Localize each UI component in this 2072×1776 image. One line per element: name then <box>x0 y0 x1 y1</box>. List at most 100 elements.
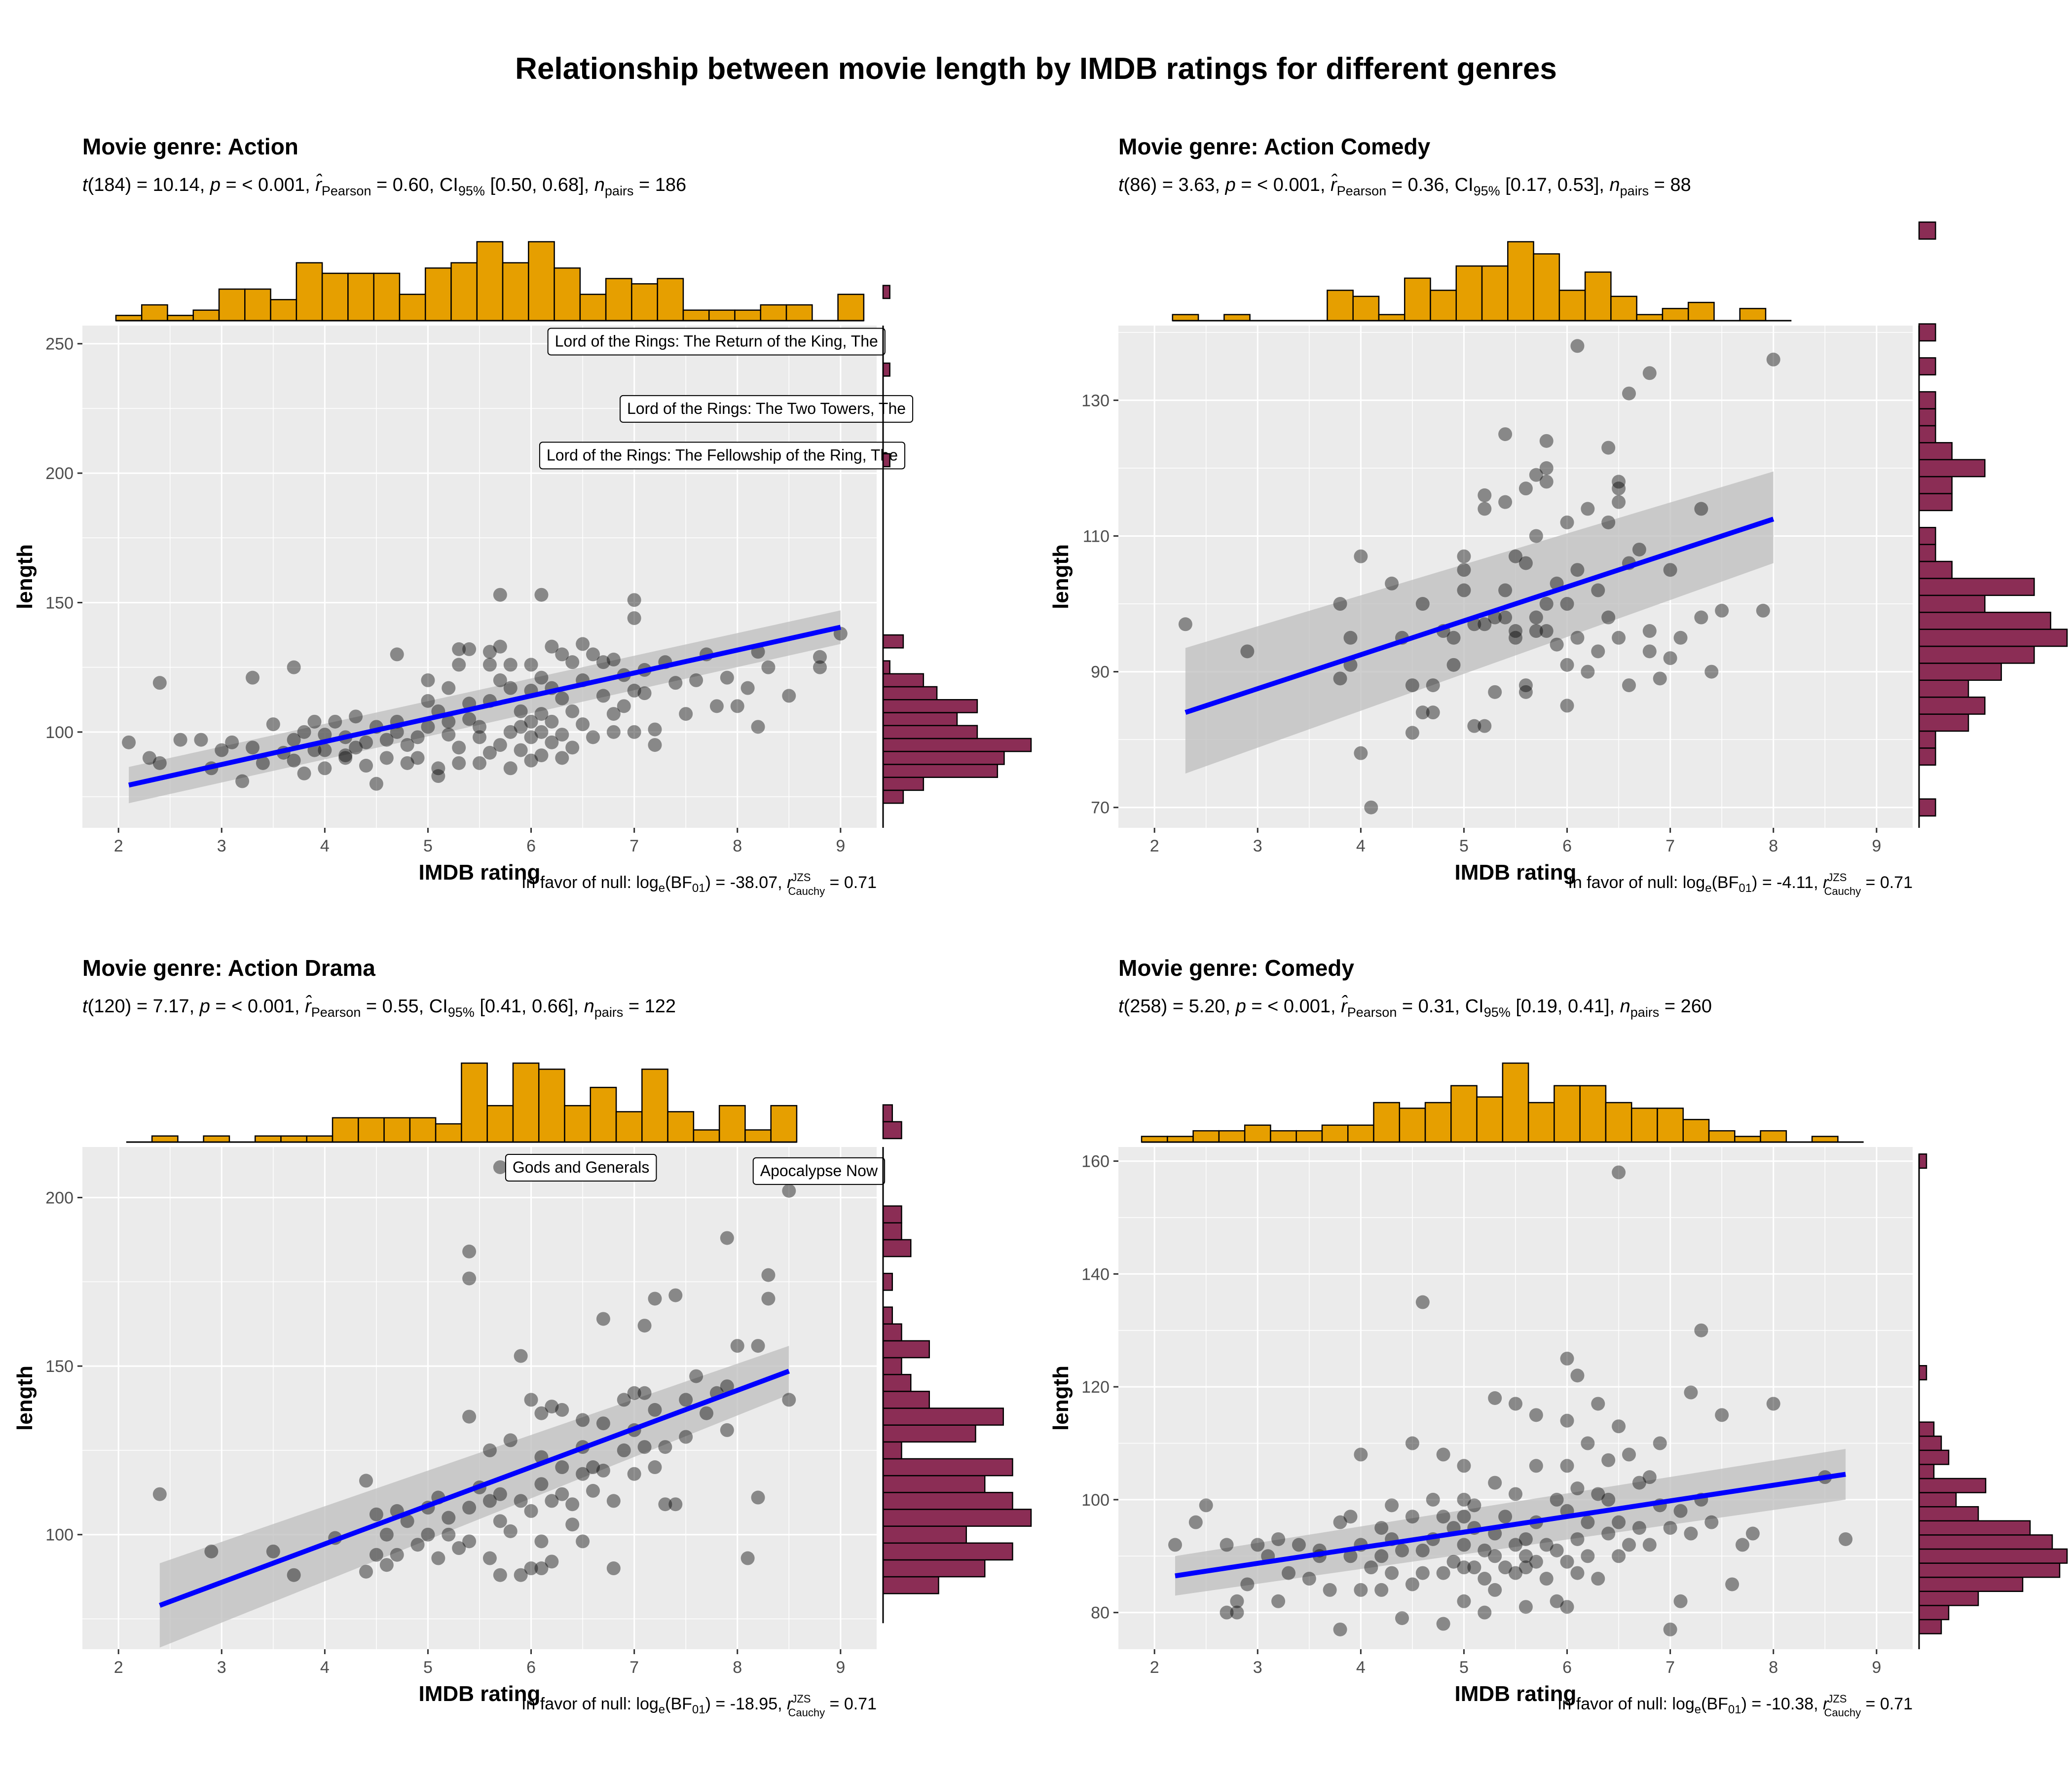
data-point <box>1560 1351 1574 1366</box>
x-histogram-bar <box>1527 1102 1555 1143</box>
y-histogram-bar <box>882 1492 1013 1510</box>
main-title: Relationship between movie length by IMD… <box>515 52 1557 86</box>
caption-subscript: e <box>659 882 665 895</box>
data-point <box>1498 1560 1513 1575</box>
data-point <box>1642 366 1657 380</box>
x-tick-label: 2 <box>1150 837 1159 855</box>
data-point <box>1467 1498 1481 1513</box>
data-point <box>297 725 311 739</box>
data-point <box>648 1292 662 1306</box>
data-point <box>1405 726 1419 740</box>
stat-symbol: r̂ <box>315 173 323 195</box>
stat-punct: = <box>623 996 644 1017</box>
data-point <box>1529 610 1543 625</box>
data-point <box>493 1568 507 1582</box>
data-point <box>730 1339 744 1353</box>
y-histogram-bar <box>882 1475 986 1493</box>
data-point <box>1539 597 1554 611</box>
x-histogram-bar <box>1760 1130 1787 1143</box>
y-histogram-bar <box>882 1559 986 1578</box>
stat-symbol: p <box>1235 996 1246 1017</box>
data-point <box>400 756 414 770</box>
y-histogram-bar <box>882 285 890 299</box>
data-point <box>514 1494 528 1508</box>
x-histogram-bar <box>383 1117 411 1143</box>
data-point <box>287 660 301 674</box>
y-histogram-bar <box>882 789 904 804</box>
y-histogram-bar <box>882 725 978 740</box>
point-label-text: Lord of the Rings: The Two Towers, The <box>627 400 906 417</box>
data-point <box>720 1379 734 1394</box>
caption-part: = <box>825 873 844 892</box>
data-point <box>1745 1526 1760 1541</box>
data-point <box>514 704 528 718</box>
caption-symbol: r <box>1823 873 1829 892</box>
data-point <box>534 748 549 763</box>
data-point <box>1684 1526 1698 1541</box>
data-point <box>1478 617 1492 631</box>
x-histogram-bar <box>1657 1108 1684 1143</box>
data-point <box>482 658 497 672</box>
y-histogram-bar <box>1918 1449 1950 1465</box>
data-point <box>782 1184 796 1198</box>
data-point <box>514 1568 528 1582</box>
stat-punct: ) = <box>1161 996 1189 1017</box>
data-point <box>1570 1532 1585 1546</box>
data-point <box>266 717 280 732</box>
y-tick-label: 200 <box>45 464 74 483</box>
x-tick-label: 7 <box>629 1658 639 1677</box>
y-histogram-bar <box>882 1373 912 1392</box>
data-point <box>679 1430 693 1444</box>
data-point <box>596 1463 610 1478</box>
data-point <box>1426 705 1440 720</box>
stat-n-value: 122 <box>645 996 676 1017</box>
data-point <box>534 588 549 602</box>
y-histogram-bar <box>1918 1619 1942 1634</box>
x-histogram-bar <box>1584 271 1612 322</box>
x-tick-label: 7 <box>629 837 639 855</box>
data-point <box>431 761 445 776</box>
point-label: Lord of the Rings: The Two Towers, The <box>620 395 914 423</box>
caption-subscript: 01 <box>1728 1703 1741 1716</box>
y-histogram-bar <box>1918 1520 2031 1536</box>
data-point <box>1663 1622 1677 1636</box>
data-point <box>369 1548 383 1562</box>
x-histogram-bar <box>306 1135 333 1143</box>
y-histogram-bar <box>882 1441 902 1460</box>
x-histogram-bar <box>296 262 323 322</box>
y-histogram-bar <box>1918 1153 1927 1169</box>
data-point <box>452 1541 466 1555</box>
data-point <box>421 720 435 734</box>
caption-part: , <box>777 873 787 892</box>
bayes-caption: In favor of null: loge(BF01) = -4.11, rJ… <box>1568 871 1913 897</box>
data-point <box>349 709 363 724</box>
data-point <box>1642 1470 1657 1484</box>
x-histogram-bar <box>1321 1124 1349 1143</box>
data-point <box>1395 1543 1409 1557</box>
stat-punct: , CI <box>429 175 458 195</box>
data-point <box>431 1551 445 1565</box>
y-tick-label: 70 <box>1091 799 1110 817</box>
x-histogram-bar <box>1430 290 1457 322</box>
x-histogram-bar <box>760 304 787 322</box>
caption-part: , <box>1813 873 1823 892</box>
stat-t-value: 10.14 <box>153 175 200 195</box>
y-histogram-bar <box>882 1239 912 1258</box>
stat-punct: , <box>200 175 210 195</box>
y-histogram-bar <box>1918 493 1953 512</box>
x-histogram-bar <box>564 1105 592 1143</box>
data-point <box>1498 495 1513 509</box>
stat-punct: = <box>1397 996 1418 1017</box>
y-histogram-bar <box>882 453 890 468</box>
data-point <box>1478 1572 1492 1586</box>
data-point <box>606 1494 621 1508</box>
data-point <box>194 733 208 747</box>
data-point <box>596 655 610 669</box>
stat-punct: ( <box>1124 996 1130 1017</box>
x-tick-label: 3 <box>217 837 226 855</box>
stat-symbol: r̂ <box>1331 173 1338 195</box>
data-point <box>1539 1572 1554 1586</box>
data-point <box>1612 481 1626 496</box>
x-histogram-bar <box>590 1086 617 1143</box>
x-histogram-bar <box>1739 308 1767 322</box>
